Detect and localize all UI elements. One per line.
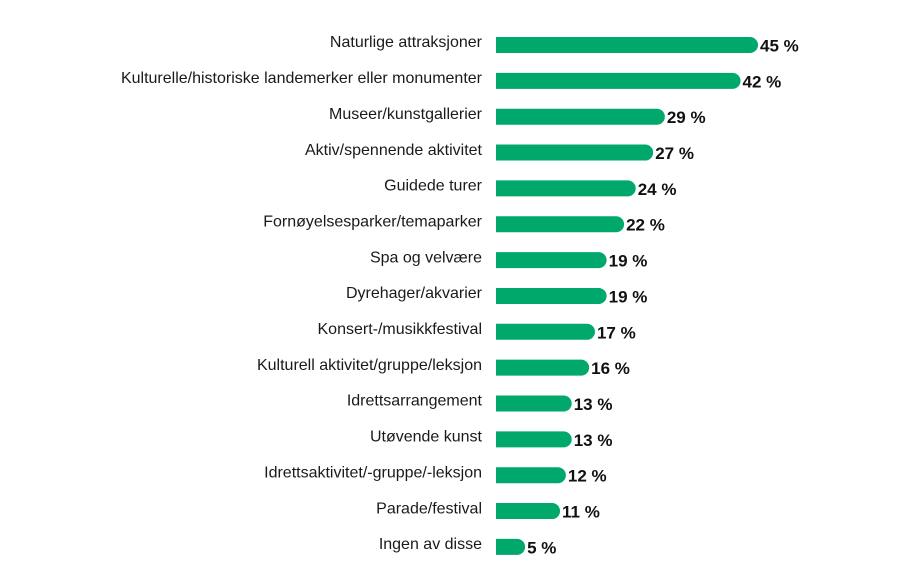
bar [496,144,654,161]
value-label: 13 % [574,431,613,450]
bar [496,37,758,53]
category-label: Museer/kunstgallerier [329,106,483,123]
bar-row: Spa og velvære 19 % [370,249,647,270]
category-label: Konsert-/musikkfestival [318,321,483,338]
value-label: 42 % [743,72,782,91]
bar-row: Ingen av disse 5 % [379,536,557,557]
value-label: 11 % [562,503,600,522]
value-label: 24 % [638,180,677,199]
category-label: Idrettsaktivitet/-gruppe/-leksjon [264,464,482,481]
value-label: 13 % [574,395,613,414]
bar [496,431,572,448]
bar-row: Utøvende kunst 13 % [370,429,613,450]
value-label: 12 % [568,467,607,486]
bar-row: Fornøyelsesparker/temaparker 22 % [263,213,665,234]
bar [496,72,741,89]
value-label: 22 % [626,216,665,235]
category-label: Fornøyelsesparker/temaparker [263,213,482,230]
category-label: Utøvende kunst [370,429,483,446]
bar [496,287,607,304]
bar-row: Kulturell aktivitet/gruppe/leksjon 16 % [257,357,630,378]
bar [496,503,561,520]
bar [496,538,526,555]
value-label: 19 % [609,252,648,271]
bar-row: Museer/kunstgallerier 29 % [329,106,706,127]
value-label: 17 % [597,323,636,342]
bar [496,323,595,340]
value-label: 29 % [667,108,706,127]
bar [496,467,566,484]
category-label: Kulturelle/historiske landemerker eller … [121,70,483,87]
bar [496,395,572,412]
bar [496,252,607,269]
category-label: Parade/festival [376,500,482,517]
bar-row: Idrettsarrangement 13 % [347,393,613,414]
bar-row: Dyrehager/akvarier 19 % [346,285,647,306]
bar-row: Idrettsaktivitet/-gruppe/-leksjon 12 % [264,464,606,485]
category-label: Spa og velvære [370,249,482,266]
category-label: Idrettsarrangement [347,393,483,410]
bar-row: Konsert-/musikkfestival 17 % [318,321,636,342]
category-label: Aktiv/spennende aktivitet [305,142,483,159]
category-label: Naturlige attraksjoner [330,34,483,51]
bar-row: Naturlige attraksjoner 45 % [330,34,799,55]
bar-row: Kulturelle/historiske landemerker eller … [121,70,781,91]
category-label: Kulturell aktivitet/gruppe/leksjon [257,357,482,374]
bar-row: Guidede turer 24 % [384,178,676,199]
value-label: 19 % [609,287,648,306]
category-label: Guidede turer [384,178,483,195]
category-label: Ingen av disse [379,536,482,553]
value-label: 45 % [760,36,799,55]
category-label: Dyrehager/akvarier [346,285,483,302]
bar [496,216,625,233]
value-label: 5 % [527,538,556,557]
bar-row: Aktiv/spennende aktivitet 27 % [305,142,694,163]
bar [496,180,636,197]
bar-row: Parade/festival 11 % [376,500,600,521]
value-label: 16 % [591,359,630,378]
bar [496,108,665,125]
bar [496,359,590,376]
value-label: 27 % [655,144,694,163]
